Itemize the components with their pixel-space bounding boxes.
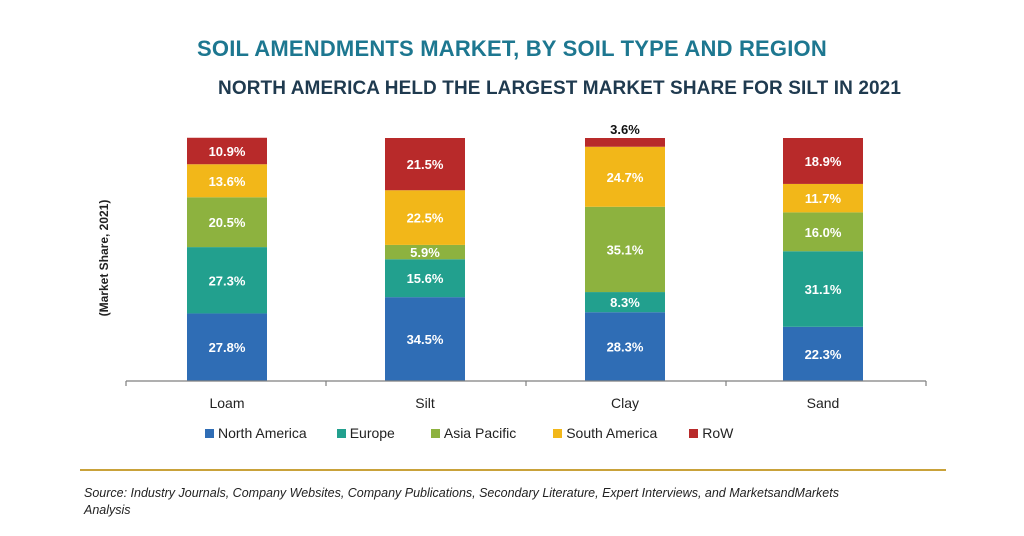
- data-label-silt-south-america: 22.5%: [407, 211, 444, 226]
- chart-legend: North America Europe Asia Pacific South Ame…: [205, 425, 733, 441]
- bar-silt-north-america: [385, 297, 465, 381]
- bar-clay-row: [585, 138, 665, 147]
- data-label-silt-row: 21.5%: [407, 157, 444, 172]
- bar-sand-row: [783, 138, 863, 184]
- bar-clay-north-america: [585, 312, 665, 381]
- data-label-silt-europe: 15.6%: [407, 271, 444, 286]
- data-label-clay-south-america: 24.7%: [607, 170, 644, 185]
- bar-silt-asia-pacific: [385, 244, 465, 260]
- bar-sand-asia-pacific: [783, 212, 863, 252]
- legend-item-asia-pacific: Asia Pacific: [430, 425, 517, 441]
- legend-swatch-north-america: [205, 428, 214, 438]
- data-label-sand-europe: 31.1%: [805, 282, 842, 297]
- stacked-bar-chart: 27.8% 27.3% 20.5% 13.6% 10.9% Loam 34.5% 15.6% 5…: [125, 122, 927, 411]
- data-label-sand-north-america: 22.3%: [805, 347, 842, 362]
- bar-loam-row: [187, 137, 267, 165]
- bar-silt-row: [385, 138, 465, 191]
- bar-clay-europe: [585, 292, 665, 313]
- x-tick-label-loam: Loam: [209, 395, 244, 411]
- x-tick-label-clay: Clay: [611, 395, 639, 411]
- legend-label-row: RoW: [702, 425, 734, 441]
- bar-loam-asia-pacific: [187, 197, 267, 248]
- bar-loam-north-america: [187, 313, 267, 381]
- source-note: Source: Industry Journals, Company Websi…: [84, 486, 839, 517]
- data-label-loam-south-america: 13.6%: [209, 174, 246, 189]
- x-tick-label-silt: Silt: [415, 395, 435, 411]
- legend-label-asia-pacific: Asia Pacific: [443, 425, 517, 441]
- data-label-clay-row: 3.6%: [610, 122, 640, 137]
- data-label-silt-north-america: 34.5%: [407, 332, 444, 347]
- legend-swatch-asia-pacific: [430, 428, 440, 438]
- bar-sand-europe: [783, 251, 863, 327]
- legend-item-south-america: South America: [553, 425, 657, 441]
- bar-clay-south-america: [585, 146, 665, 207]
- data-label-silt-asia-pacific: 5.9%: [410, 245, 440, 260]
- legend-item-europe: Europe: [336, 425, 395, 441]
- data-label-clay-asia-pacific: 35.1%: [607, 242, 644, 257]
- divider-rule: [80, 469, 946, 471]
- legend-item-row: RoW: [689, 425, 733, 441]
- x-tick-label-sand: Sand: [807, 395, 840, 411]
- bar-clay-asia-pacific: [585, 206, 665, 293]
- data-label-loam-north-america: 27.8%: [209, 340, 246, 355]
- data-label-loam-europe: 27.3%: [209, 273, 246, 288]
- bar-silt-south-america: [385, 190, 465, 245]
- data-label-sand-south-america: 11.7%: [805, 191, 842, 206]
- bar-loam-south-america: [187, 164, 267, 198]
- data-label-loam-asia-pacific: 20.5%: [209, 215, 246, 230]
- bar-silt-europe: [385, 259, 465, 298]
- data-label-loam-row: 10.9%: [209, 144, 246, 159]
- bar-sand-south-america: [783, 183, 863, 213]
- chart-subtitle: NORTH AMERICA HELD THE LARGEST MARKET SH…: [218, 78, 901, 99]
- legend-swatch-south-america: [553, 428, 563, 438]
- data-label-sand-row: 18.9%: [805, 154, 842, 169]
- legend-swatch-row: [689, 428, 699, 438]
- chart-title: SOIL AMENDMENTS MARKET, BY SOIL TYPE AND…: [197, 36, 827, 61]
- bar-sand-north-america: [783, 326, 863, 381]
- legend-item-north-america: North America: [205, 425, 307, 441]
- data-label-clay-north-america: 28.3%: [607, 340, 644, 355]
- legend-label-europe: Europe: [349, 425, 395, 441]
- legend-label-north-america: North America: [218, 425, 307, 441]
- data-label-clay-europe: 8.3%: [610, 295, 640, 310]
- legend-label-south-america: South America: [566, 425, 658, 441]
- legend-swatch-europe: [336, 428, 346, 438]
- data-label-sand-asia-pacific: 16.0%: [805, 225, 842, 240]
- bar-loam-europe: [187, 247, 267, 314]
